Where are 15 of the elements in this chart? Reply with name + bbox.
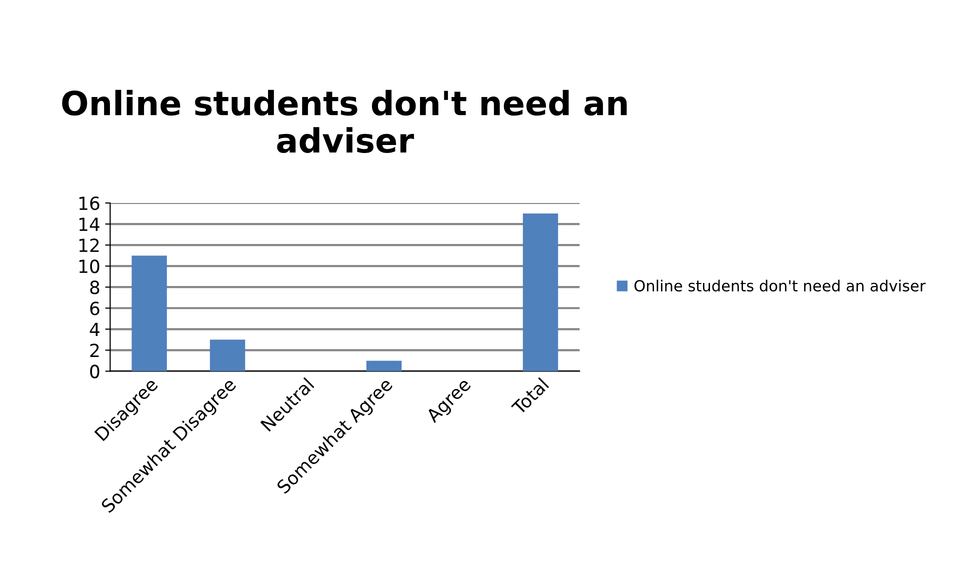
bar <box>132 256 167 372</box>
y-tick-label: 8 <box>90 280 100 294</box>
y-tick-label: 4 <box>90 322 100 336</box>
y-tick-label: 0 <box>90 364 100 378</box>
y-tick-label: 12 <box>79 238 99 252</box>
bar <box>366 360 402 372</box>
legend-label: Online students don't need an adviser <box>634 280 926 292</box>
y-tick-label: 6 <box>90 302 100 316</box>
y-tick-label: 2 <box>90 344 99 358</box>
bar <box>522 214 558 372</box>
y-tick-label: 16 <box>79 196 100 210</box>
bar <box>210 340 246 372</box>
chart-title: Online students don't need an adviser <box>62 90 627 153</box>
y-tick-label: 14 <box>79 218 100 231</box>
y-tick-label: 10 <box>79 260 100 274</box>
